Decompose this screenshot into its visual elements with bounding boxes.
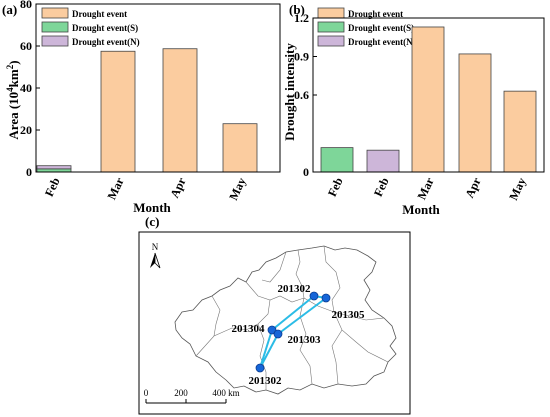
panel-b-legend-swatch-0 [317,7,345,19]
drought-center-point-4 [255,363,265,373]
drought-center-label-3: 201303 [288,334,322,346]
panel-a-x-tick-0: Feb [42,175,63,199]
panel-b-y-axis-label: Drought intensity [282,43,297,141]
panel-b-x-axis-label: Month [402,202,440,217]
drought-center-point-3 [273,329,283,339]
panel-a-y-axis-label: Area (104km2) [5,60,21,139]
panel-b-y-tick-0: 0 [303,165,309,179]
panel-b-x-tick-3: Apr [462,175,484,200]
track-line-3 [277,297,327,335]
panel-a-y-tick-1: 20 [20,123,32,137]
drought-center-label-1: 201305 [332,309,366,321]
panel-a-legend-swatch-1 [41,21,69,33]
panel-a-bar-may-2 [222,123,258,173]
panel-a-legend-swatch-2 [41,35,69,47]
division-lines [195,245,389,390]
panel-a-y-tick-0: 0 [26,165,32,179]
panel-b-legend-label-0: Drought event [348,9,403,19]
north-label: N [152,242,159,252]
panel-b-bar-2 [411,26,445,173]
scale-label-200: 200 [174,388,188,398]
panel-b-y-tick-1: 0.6 [294,88,309,102]
panel-b-x-tick-2: Mar [414,175,437,202]
panel-a-legend-label-2: Drought event(N) [72,37,140,47]
panel-b-x-tick-1: Feb [371,175,392,199]
scale-label-0: 0 [144,388,149,398]
drought-center-point-1 [321,293,331,303]
panel-a-legend-label-0: Drought event [72,9,127,19]
panel-b-label: (b) [289,2,305,17]
drought-center-label-0: 201302 [278,283,312,295]
panel-a-bar-mar-2 [100,50,136,173]
panel-a-x-tick-3: May [226,175,249,202]
panel-a-legend-swatch-0 [41,7,69,19]
panel-b-legend: Drought event Drought event(S) Drought eve… [317,7,416,47]
scale-bar: 0 200 400 km [144,388,240,404]
panel-a-x-tick-2: Apr [167,175,189,200]
panel-b-legend-label-2: Drought event(N) [348,37,416,47]
panel-a-x-axis-label: Month [133,200,171,215]
panel-b-chart: (b) Drought intensity Month Drought even… [282,2,545,217]
panel-a-bar-feb-1 [36,165,72,170]
panel-c-label: (c) [145,214,159,229]
panel-b-y-tick-2: 0.9 [294,50,309,64]
panel-c-map: (c) N 0 20 [138,214,411,415]
panel-a-x-tick-1: Mar [104,175,127,202]
drought-center-label-4: 201302 [249,375,283,387]
map-frame [138,231,411,415]
track-line-1 [259,333,279,369]
drought-center-point-2 [267,325,277,335]
drought-center-point-0 [309,291,319,301]
panel-a-label: (a) [2,2,17,17]
panel-b-legend-label-1: Drought event(S) [348,23,414,33]
panel-a-legend-label-1: Drought event(S) [72,23,138,33]
panel-b-legend-swatch-2 [317,35,345,47]
panel-a-bar-apr-2 [162,48,198,173]
panel-b-bar-3 [458,53,492,173]
drought-center-label-2: 201304 [232,323,266,335]
panel-b-x-tick-0: Feb [325,175,346,199]
panel-b-y-tick-3: 1.2 [294,11,309,25]
panel-b-x-tick-4: May [506,175,529,202]
track-line-0 [259,329,273,369]
panel-a-y-tick-2: 40 [20,81,32,95]
panel-a-legend: Drought event Drought event(S) Drought eve… [41,7,140,47]
north-arrow-icon: N [150,242,161,269]
panel-b-bar-0 [320,147,354,173]
panel-a-chart: (a) Area (104km2) Month Drought eventDro… [2,0,281,215]
panel-b-legend-swatch-1 [317,21,345,33]
panel-a-y-tick-3: 60 [20,39,32,53]
scale-label-400: 400 km [212,388,239,398]
panel-b-bar-1 [366,149,400,173]
panel-a-y-tick-4: 80 [20,0,32,11]
track-line-2 [271,295,315,331]
panel-b-bar-4 [503,90,537,173]
